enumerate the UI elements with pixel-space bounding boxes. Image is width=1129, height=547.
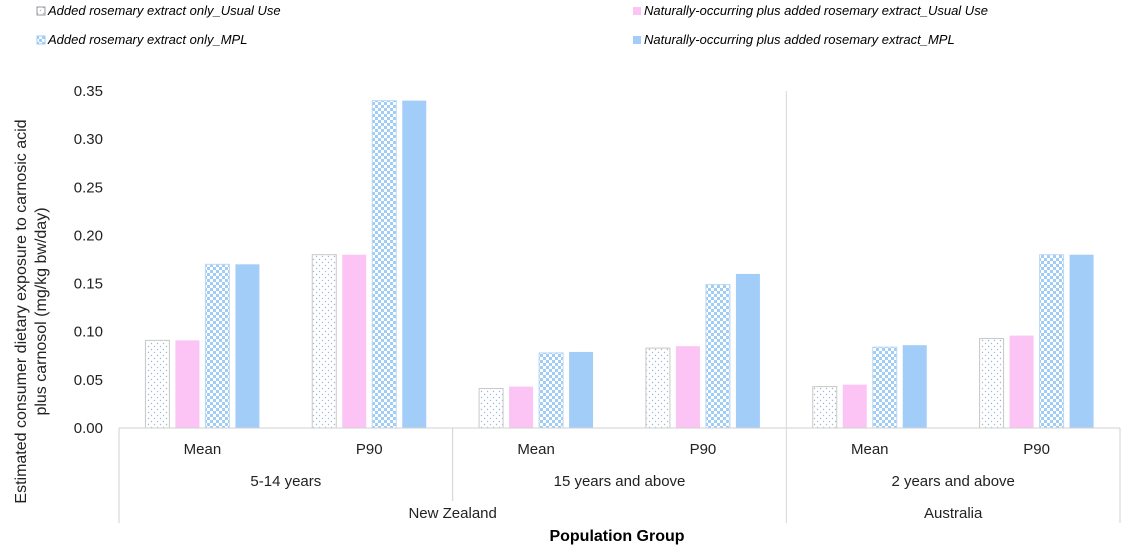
category-label: P90 <box>1023 441 1050 458</box>
age-group-label: 15 years and above <box>554 473 686 490</box>
x-axis: Mean P90 Mean P90 Mean P90 5-14 years 15 years … <box>119 91 1120 523</box>
bar-series-3 <box>205 264 229 428</box>
legend: Added rosemary extract only_Usual Use Nat… <box>37 3 988 47</box>
legend-label: Naturally-occurring plus added rosemary … <box>644 3 988 18</box>
bar-series-4 <box>235 264 259 428</box>
category-label: Mean <box>851 441 889 458</box>
bar-series-2 <box>175 340 199 428</box>
category-label: P90 <box>356 441 383 458</box>
bar-series-1 <box>813 387 837 428</box>
country-label: Australia <box>924 505 983 522</box>
bar-series-3 <box>539 353 563 428</box>
legend-swatch <box>633 36 641 44</box>
y-tick-label: 0.25 <box>74 179 103 196</box>
category-label: Mean <box>517 441 555 458</box>
category-label: Mean <box>184 441 222 458</box>
y-axis-title: Estimated consumer dietary exposure to c… <box>13 119 50 503</box>
legend-swatch <box>37 7 45 15</box>
legend-swatch <box>633 7 641 15</box>
bar-series-4 <box>903 345 927 428</box>
y-axis: 0.00 0.05 0.10 0.15 0.20 0.25 0.30 0.35 <box>74 83 103 437</box>
bar-series-3 <box>873 347 897 428</box>
bar-series-2 <box>1010 336 1034 428</box>
category-label: P90 <box>690 441 717 458</box>
bars <box>145 101 1093 428</box>
bar-series-4 <box>569 352 593 428</box>
bar-series-1 <box>145 340 169 428</box>
age-group-label: 2 years and above <box>891 473 1014 490</box>
y-tick-label: 0.15 <box>74 276 103 293</box>
y-tick-label: 0.05 <box>74 372 103 389</box>
bar-series-2 <box>342 255 366 428</box>
bar-series-2 <box>843 385 867 428</box>
bar-series-1 <box>646 348 670 428</box>
bar-series-1 <box>479 389 503 428</box>
bar-series-4 <box>402 101 426 428</box>
y-tick-label: 0.20 <box>74 227 103 244</box>
age-group-label: 5-14 years <box>250 473 321 490</box>
x-axis-title: Population Group <box>549 528 684 545</box>
bar-series-4 <box>1070 255 1094 428</box>
bar-series-3 <box>1040 255 1064 428</box>
bar-series-2 <box>509 387 533 428</box>
country-label: New Zealand <box>408 505 496 522</box>
y-tick-label: 0.30 <box>74 131 103 148</box>
legend-swatch <box>37 36 45 44</box>
bar-series-1 <box>312 255 336 428</box>
bar-series-1 <box>980 338 1004 428</box>
bar-series-2 <box>676 346 700 428</box>
y-tick-label: 0.35 <box>74 83 103 100</box>
bar-series-3 <box>372 101 396 428</box>
bar-series-4 <box>736 274 760 428</box>
y-tick-label: 0.10 <box>74 324 103 341</box>
bar-series-3 <box>706 285 730 428</box>
legend-label: Added rosemary extract only_Usual Use <box>47 3 281 18</box>
legend-label: Naturally-occurring plus added rosemary … <box>644 32 955 47</box>
y-tick-label: 0.00 <box>74 420 103 437</box>
legend-label: Added rosemary extract only_MPL <box>47 32 247 47</box>
